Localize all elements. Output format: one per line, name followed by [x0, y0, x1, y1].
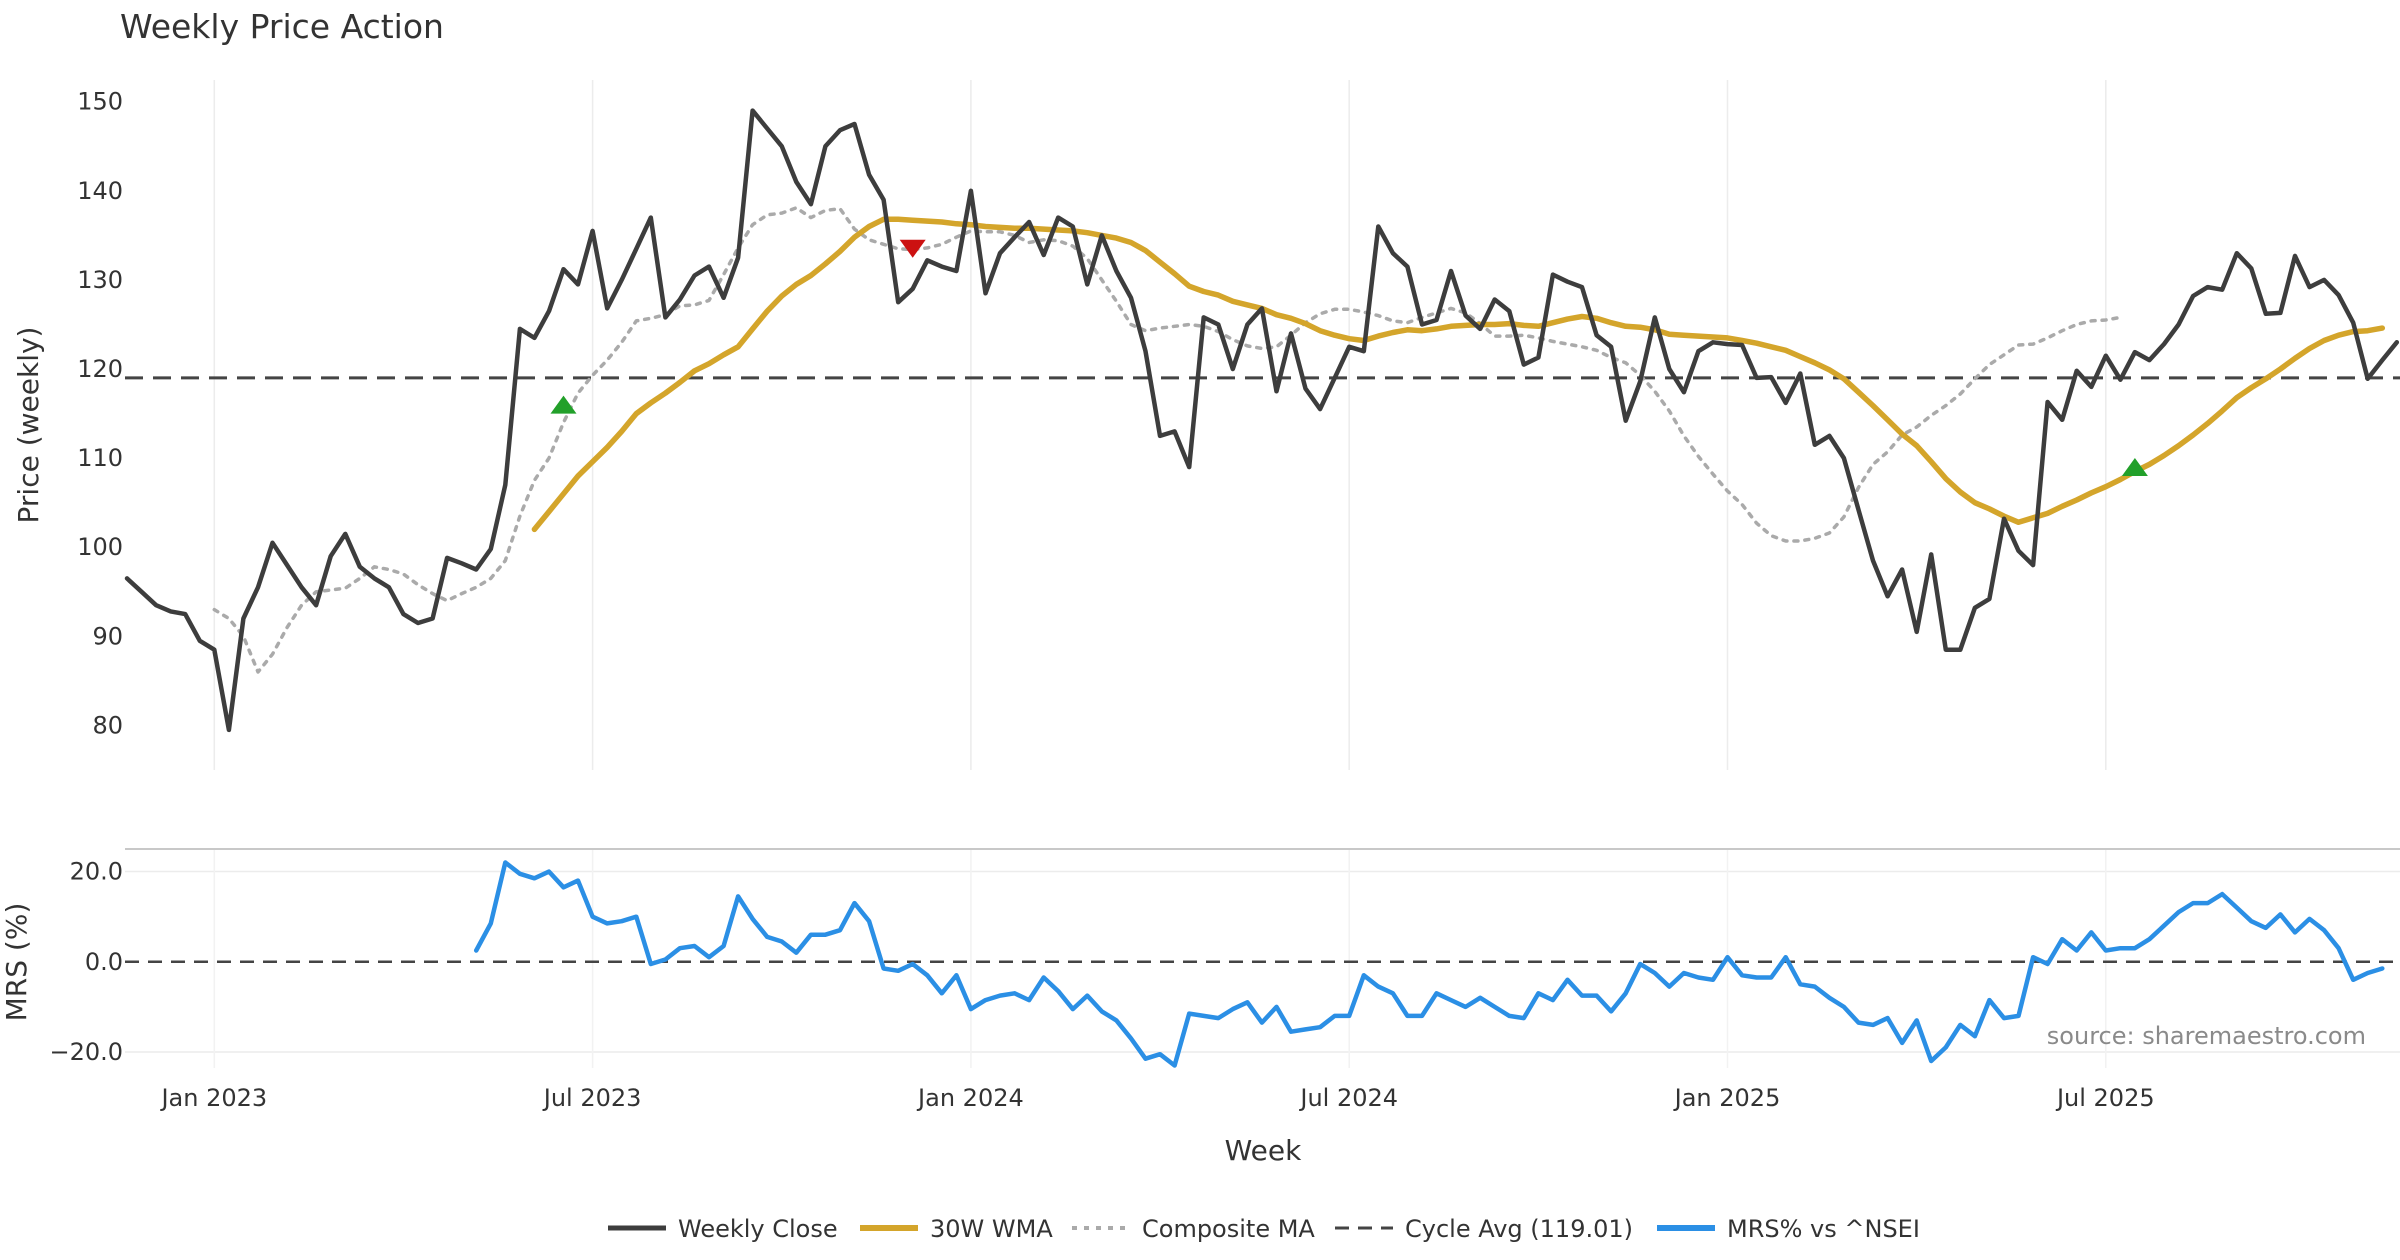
mrs-panel: 20.0 0.0 −20.0 MRS (%) — [0, 848, 2400, 1068]
signal-markers — [550, 239, 2148, 477]
source-note: source: sharemaestro.com — [2047, 1022, 2366, 1050]
x-tick: Jul 2025 — [2055, 1084, 2155, 1112]
price-y-tick: 100 — [77, 533, 123, 561]
price-y-tick: 90 — [92, 622, 123, 650]
price-y-tick: 120 — [77, 355, 123, 383]
price-panel: 80 90 100 110 120 130 140 150 Price (weekly) — [12, 80, 2400, 770]
chart-title: Weekly Price Action — [120, 7, 444, 46]
price-y-axis-label: Price (weekly) — [12, 327, 45, 524]
mrs-y-tick: −20.0 — [49, 1038, 123, 1066]
price-y-tick: 110 — [77, 444, 123, 472]
x-axis-ticks: Jan 2023 Jul 2023 Jan 2024 Jul 2024 Jan 2025… — [159, 1084, 2154, 1112]
wma-30w-line — [531, 216, 2386, 533]
mrs-y-tick: 0.0 — [85, 948, 123, 976]
price-y-tick: 140 — [77, 177, 123, 205]
mrs-line — [473, 860, 2385, 1068]
price-y-tick: 80 — [92, 711, 123, 739]
mrs-y-ticks: 20.0 0.0 −20.0 — [49, 858, 123, 1066]
price-y-tick: 130 — [77, 266, 123, 294]
legend-label: 30W WMA — [930, 1215, 1053, 1243]
buy-signal-marker — [550, 395, 577, 414]
buy-signal-marker — [2121, 458, 2148, 477]
x-tick: Jan 2023 — [159, 1084, 267, 1112]
x-tick: Jan 2025 — [1673, 1084, 1781, 1112]
legend-label: Cycle Avg (119.01) — [1405, 1215, 1633, 1243]
legend-label: Weekly Close — [678, 1215, 838, 1243]
sell-signal-marker — [899, 239, 926, 258]
x-tick: Jul 2023 — [542, 1084, 642, 1112]
x-axis-label: Week — [1225, 1134, 1302, 1167]
price-y-tick: 150 — [77, 88, 123, 116]
weekly-close-line — [124, 108, 2400, 733]
legend-label: Composite MA — [1142, 1215, 1315, 1243]
price-series — [124, 108, 2400, 733]
mrs-y-axis-label: MRS (%) — [0, 903, 33, 1022]
composite-ma-line — [212, 206, 2123, 674]
legend-label: MRS% vs ^NSEI — [1727, 1215, 1920, 1243]
x-tick: Jul 2024 — [1298, 1084, 1398, 1112]
mrs-series — [473, 860, 2385, 1068]
x-tick: Jan 2024 — [916, 1084, 1024, 1112]
price-y-ticks: 80 90 100 110 120 130 140 150 — [77, 88, 123, 740]
mrs-y-tick: 20.0 — [70, 858, 123, 886]
legend: Weekly Close 30W WMA Composite MA Cycle Avg… — [608, 1215, 1920, 1243]
